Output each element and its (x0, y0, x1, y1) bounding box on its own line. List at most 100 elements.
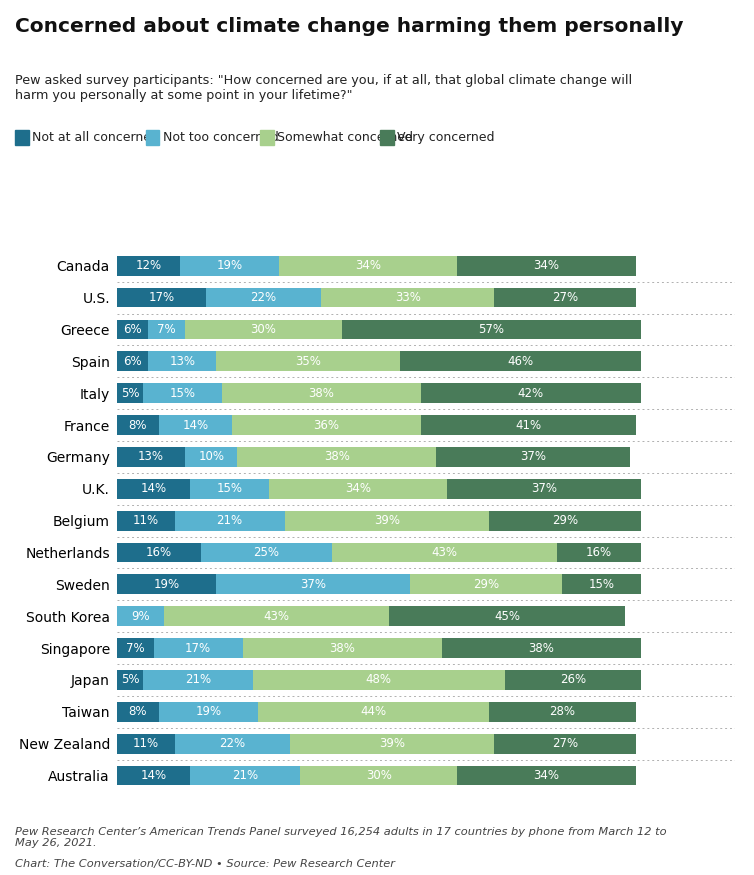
Text: 28%: 28% (549, 705, 575, 718)
Text: 48%: 48% (366, 674, 392, 687)
Text: 44%: 44% (360, 705, 387, 718)
Text: 41%: 41% (515, 418, 541, 431)
Bar (494, 734, 636, 753)
Text: 19%: 19% (195, 705, 222, 718)
Bar (164, 606, 389, 626)
Bar (447, 479, 641, 499)
Text: 37%: 37% (520, 451, 547, 464)
Text: 6%: 6% (123, 323, 142, 336)
Bar (149, 319, 185, 340)
Bar (117, 606, 164, 626)
Bar (269, 479, 447, 499)
Text: 37%: 37% (531, 482, 557, 495)
Text: 34%: 34% (534, 769, 559, 782)
Text: 11%: 11% (133, 737, 159, 750)
Bar (179, 255, 279, 276)
Bar (117, 575, 216, 594)
Bar (117, 447, 185, 466)
Text: 22%: 22% (250, 291, 277, 304)
Text: 14%: 14% (140, 769, 167, 782)
Bar (143, 670, 253, 690)
Text: 29%: 29% (552, 514, 578, 527)
Bar (232, 415, 421, 435)
Text: 38%: 38% (308, 387, 334, 400)
Text: 38%: 38% (529, 641, 554, 654)
Text: 25%: 25% (253, 546, 279, 559)
Bar (458, 766, 636, 786)
Text: 8%: 8% (129, 705, 147, 718)
Text: 21%: 21% (216, 514, 243, 527)
Text: 5%: 5% (121, 387, 139, 400)
Bar (284, 511, 489, 530)
Text: 7%: 7% (158, 323, 176, 336)
Text: 16%: 16% (146, 546, 172, 559)
Bar (206, 288, 321, 307)
Text: Not too concerned: Not too concerned (163, 131, 279, 144)
Text: 14%: 14% (140, 482, 167, 495)
Text: 46%: 46% (507, 354, 533, 367)
Bar (458, 255, 636, 276)
Text: Concerned about climate change harming them personally: Concerned about climate change harming t… (15, 18, 684, 37)
Text: 6%: 6% (123, 354, 142, 367)
Text: 15%: 15% (170, 387, 195, 400)
Text: 39%: 39% (374, 514, 400, 527)
Text: 33%: 33% (395, 291, 421, 304)
Text: 19%: 19% (154, 578, 179, 591)
Text: 30%: 30% (250, 323, 277, 336)
Bar (442, 638, 641, 658)
Bar (238, 447, 437, 466)
Text: 21%: 21% (232, 769, 259, 782)
Text: 36%: 36% (314, 418, 339, 431)
Text: 26%: 26% (559, 674, 586, 687)
Text: 7%: 7% (126, 641, 145, 654)
Bar (143, 383, 222, 403)
Bar (489, 511, 641, 530)
Bar (222, 383, 421, 403)
Bar (243, 638, 442, 658)
Text: 17%: 17% (149, 291, 174, 304)
Bar (437, 447, 630, 466)
Text: Somewhat concerned: Somewhat concerned (277, 131, 413, 144)
Bar (159, 415, 232, 435)
Text: 29%: 29% (474, 578, 499, 591)
Text: Pew asked survey participants: "How concerned are you, if at all, that global cl: Pew asked survey participants: "How conc… (15, 74, 632, 102)
Bar (117, 670, 143, 690)
Bar (117, 352, 149, 371)
Text: 14%: 14% (182, 418, 209, 431)
Bar (421, 415, 636, 435)
Bar (117, 766, 190, 786)
Text: 34%: 34% (345, 482, 371, 495)
Bar (557, 542, 641, 563)
Bar (410, 575, 562, 594)
Text: 57%: 57% (479, 323, 504, 336)
Text: 22%: 22% (219, 737, 245, 750)
Bar (342, 319, 641, 340)
Bar (117, 638, 154, 658)
Bar (159, 702, 259, 722)
Text: 17%: 17% (185, 641, 211, 654)
Bar (332, 542, 557, 563)
Text: 12%: 12% (135, 259, 161, 272)
Bar (489, 702, 636, 722)
Text: 38%: 38% (324, 451, 350, 464)
Bar (421, 383, 641, 403)
Bar (117, 734, 174, 753)
Text: 15%: 15% (216, 482, 243, 495)
Text: 37%: 37% (300, 578, 326, 591)
Bar (259, 702, 489, 722)
Bar (504, 670, 641, 690)
Bar (154, 638, 243, 658)
Bar (149, 352, 216, 371)
Text: 38%: 38% (329, 641, 355, 654)
Text: 21%: 21% (185, 674, 211, 687)
Bar (300, 766, 458, 786)
Bar (279, 255, 458, 276)
Text: Pew Research Center’s American Trends Panel surveyed 16,254 adults in 17 countri: Pew Research Center’s American Trends Pa… (15, 827, 667, 849)
Text: 8%: 8% (129, 418, 147, 431)
Text: 35%: 35% (295, 354, 321, 367)
Text: 42%: 42% (518, 387, 544, 400)
Text: 13%: 13% (170, 354, 195, 367)
Text: 30%: 30% (366, 769, 392, 782)
Bar (174, 734, 290, 753)
Bar (321, 288, 494, 307)
